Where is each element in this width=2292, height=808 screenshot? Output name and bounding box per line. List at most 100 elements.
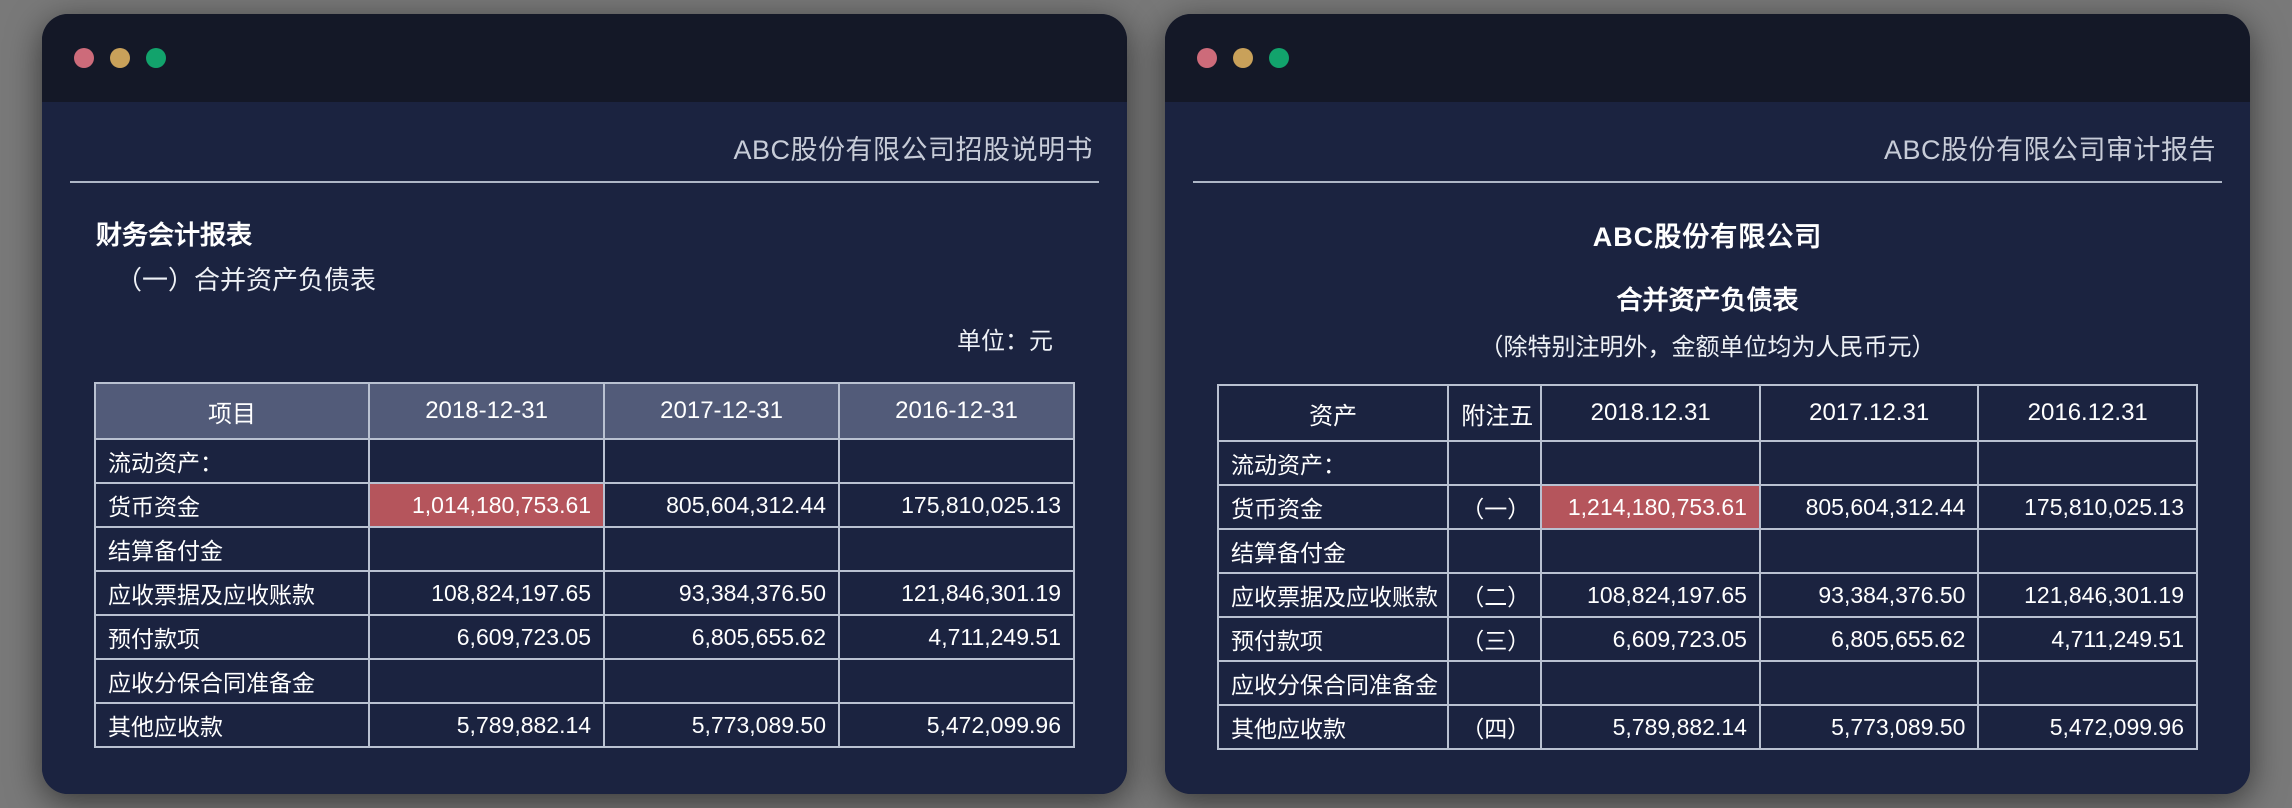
close-button-icon[interactable] bbox=[1197, 48, 1217, 68]
statement-title: 合并资产负债表 bbox=[1616, 285, 1799, 315]
table-row: 应收分保合同准备金 bbox=[93, 658, 1075, 704]
cell-2018: 6,609,723.05 bbox=[368, 614, 606, 660]
window-controls-right bbox=[1197, 48, 1289, 68]
column-header-2018: 2018.12.31 bbox=[1540, 384, 1761, 442]
cell-2018: 6,609,723.05 bbox=[1540, 616, 1761, 662]
row-label: 应收分保合同准备金 bbox=[1216, 660, 1450, 706]
cell-2017 bbox=[1758, 528, 1980, 574]
row-label: 流动资产： bbox=[1216, 440, 1450, 486]
window-prospectus: ABC股份有限公司招股说明书 财务会计报表 （一）合并资产负债表 单位：元 项目… bbox=[42, 14, 1127, 794]
minimize-button-icon[interactable] bbox=[1233, 48, 1253, 68]
table-row: 流动资产： bbox=[93, 438, 1075, 484]
document-running-header: ABC股份有限公司审计报告 bbox=[1883, 135, 2216, 165]
cell-2018 bbox=[368, 526, 606, 572]
cell-2018 bbox=[368, 658, 606, 704]
row-label: 应收分保合同准备金 bbox=[93, 658, 371, 704]
table-row: 其他应收款 5,789,882.14 5,773,089.50 5,472,09… bbox=[93, 702, 1075, 748]
row-label: 应收票据及应收账款 bbox=[1216, 572, 1450, 618]
report-title-block: ABC股份有限公司 合并资产负债表 （除特别注明外，金额单位均为人民币元） bbox=[1193, 209, 2222, 362]
table-row: 结算备付金 bbox=[1216, 528, 2198, 574]
cell-2018-highlighted[interactable]: 1,214,180,753.61 bbox=[1540, 484, 1761, 530]
cell-2017 bbox=[1758, 440, 1980, 486]
cell-2016: 121,846,301.19 bbox=[1977, 572, 2198, 618]
section-heading-sub: （一）合并资产负债表 bbox=[116, 265, 377, 295]
balance-sheet-table-wrap-left: 项目 2018-12-31 2017-12-31 2016-12-31 流动资产… bbox=[70, 382, 1099, 748]
minimize-button-icon[interactable] bbox=[110, 48, 130, 68]
header-divider bbox=[70, 181, 1099, 183]
cell-2016: 175,810,025.13 bbox=[838, 482, 1075, 528]
cell-2016 bbox=[838, 658, 1075, 704]
currency-note: （除特别注明外，金额单位均为人民币元） bbox=[1479, 334, 1936, 361]
cell-2017: 6,805,655.62 bbox=[603, 614, 841, 660]
cell-2017: 5,773,089.50 bbox=[603, 702, 841, 748]
cell-2016 bbox=[1977, 528, 2198, 574]
company-name-title: ABC股份有限公司 bbox=[1592, 222, 1823, 252]
cell-note: （二） bbox=[1447, 572, 1543, 618]
table-body-right: 流动资产： 货币资金 （一） 1,214,180,753.61 805,604,… bbox=[1216, 440, 2198, 750]
maximize-button-icon[interactable] bbox=[1269, 48, 1289, 68]
cell-2018 bbox=[1540, 440, 1761, 486]
cell-note: （三） bbox=[1447, 616, 1543, 662]
cell-2017: 6,805,655.62 bbox=[1758, 616, 1980, 662]
cell-2016: 5,472,099.96 bbox=[1977, 704, 2198, 750]
table-row: 流动资产： bbox=[1216, 440, 2198, 486]
cell-note: （一） bbox=[1447, 484, 1543, 530]
cell-note bbox=[1447, 528, 1543, 574]
cell-2018: 108,824,197.65 bbox=[1540, 572, 1761, 618]
cell-2016 bbox=[838, 526, 1075, 572]
column-header-2017: 2017-12-31 bbox=[603, 382, 841, 440]
cell-2017: 805,604,312.44 bbox=[1758, 484, 1980, 530]
table-header-row: 项目 2018-12-31 2017-12-31 2016-12-31 bbox=[93, 382, 1075, 440]
cell-2016: 121,846,301.19 bbox=[838, 570, 1075, 616]
row-label: 预付款项 bbox=[93, 614, 371, 660]
column-header-item: 项目 bbox=[93, 382, 371, 440]
cell-2016: 5,472,099.96 bbox=[838, 702, 1075, 748]
cell-2016 bbox=[1977, 440, 2198, 486]
cell-2016: 4,711,249.51 bbox=[1977, 616, 2198, 662]
row-label: 结算备付金 bbox=[1216, 528, 1450, 574]
column-header-2017: 2017.12.31 bbox=[1758, 384, 1980, 442]
document-body-prospectus: ABC股份有限公司招股说明书 财务会计报表 （一）合并资产负债表 单位：元 项目… bbox=[42, 102, 1127, 794]
cell-2018: 5,789,882.14 bbox=[368, 702, 606, 748]
row-label: 其他应收款 bbox=[93, 702, 371, 748]
unit-label: 单位：元 bbox=[957, 328, 1053, 355]
row-label: 货币资金 bbox=[93, 482, 371, 528]
row-label: 结算备付金 bbox=[93, 526, 371, 572]
cell-2018: 5,789,882.14 bbox=[1540, 704, 1761, 750]
window-controls-left bbox=[74, 48, 166, 68]
cell-note: （四） bbox=[1447, 704, 1543, 750]
table-row: 预付款项 6,609,723.05 6,805,655.62 4,711,249… bbox=[93, 614, 1075, 660]
cell-note bbox=[1447, 440, 1543, 486]
row-label: 货币资金 bbox=[1216, 484, 1450, 530]
table-row: 应收票据及应收账款 （二） 108,824,197.65 93,384,376.… bbox=[1216, 572, 2198, 618]
column-header-2018: 2018-12-31 bbox=[368, 382, 606, 440]
document-running-header: ABC股份有限公司招股说明书 bbox=[733, 135, 1093, 165]
cell-2017 bbox=[603, 526, 841, 572]
cell-2018 bbox=[368, 438, 606, 484]
close-button-icon[interactable] bbox=[74, 48, 94, 68]
titlebar-audit-report bbox=[1165, 14, 2250, 102]
table-body-left: 流动资产： 货币资金 1,014,180,753.61 805,604,312.… bbox=[93, 438, 1075, 748]
table-row: 其他应收款 （四） 5,789,882.14 5,773,089.50 5,47… bbox=[1216, 704, 2198, 750]
table-row: 货币资金 （一） 1,214,180,753.61 805,604,312.44… bbox=[1216, 484, 2198, 530]
column-header-2016: 2016-12-31 bbox=[838, 382, 1075, 440]
table-row: 货币资金 1,014,180,753.61 805,604,312.44 175… bbox=[93, 482, 1075, 528]
balance-sheet-table-wrap-right: 资产 附注五 2018.12.31 2017.12.31 2016.12.31 … bbox=[1193, 384, 2222, 750]
cell-2018 bbox=[1540, 660, 1761, 706]
cell-2018 bbox=[1540, 528, 1761, 574]
row-label: 预付款项 bbox=[1216, 616, 1450, 662]
cell-2016: 4,711,249.51 bbox=[838, 614, 1075, 660]
table-header-row: 资产 附注五 2018.12.31 2017.12.31 2016.12.31 bbox=[1216, 384, 2198, 442]
maximize-button-icon[interactable] bbox=[146, 48, 166, 68]
balance-sheet-table-left: 项目 2018-12-31 2017-12-31 2016-12-31 流动资产… bbox=[93, 382, 1075, 748]
cell-2018-highlighted[interactable]: 1,014,180,753.61 bbox=[368, 482, 606, 528]
header-divider bbox=[1193, 181, 2222, 183]
column-header-assets: 资产 bbox=[1216, 384, 1450, 442]
table-row: 应收票据及应收账款 108,824,197.65 93,384,376.50 1… bbox=[93, 570, 1075, 616]
row-label: 其他应收款 bbox=[1216, 704, 1450, 750]
table-row: 结算备付金 bbox=[93, 526, 1075, 572]
cell-2016 bbox=[838, 438, 1075, 484]
table-row: 应收分保合同准备金 bbox=[1216, 660, 2198, 706]
cell-2016: 175,810,025.13 bbox=[1977, 484, 2198, 530]
cell-2017: 93,384,376.50 bbox=[603, 570, 841, 616]
